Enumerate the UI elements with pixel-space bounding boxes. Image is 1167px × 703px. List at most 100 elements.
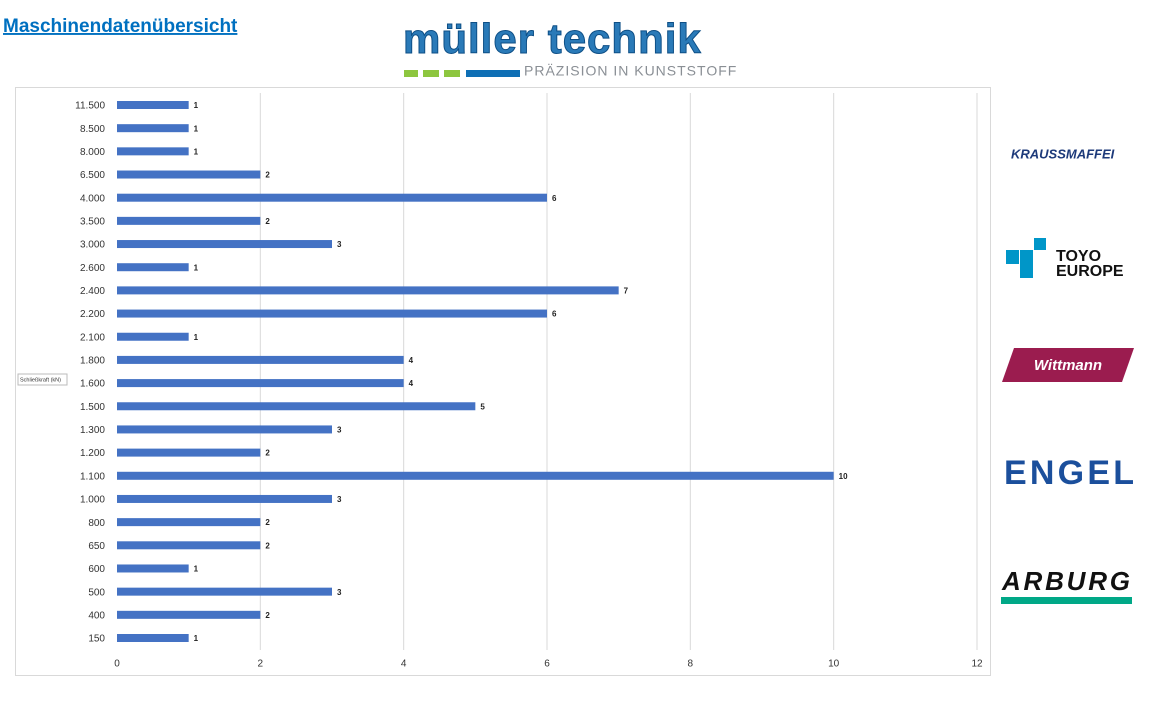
logo-bar xyxy=(466,70,520,77)
bar xyxy=(117,448,261,457)
value-label: 1 xyxy=(194,333,199,342)
y-tick-label: 800 xyxy=(88,518,105,529)
y-tick-label: 2.200 xyxy=(80,309,105,320)
value-label: 4 xyxy=(409,356,414,365)
x-tick-label: 4 xyxy=(401,659,407,670)
y-tick-label: 6.500 xyxy=(80,170,105,181)
y-tick-label: 150 xyxy=(88,634,105,645)
bar xyxy=(117,355,404,364)
bar xyxy=(117,634,189,642)
value-label: 1 xyxy=(194,124,199,133)
value-label: 3 xyxy=(337,495,342,504)
brand-icon xyxy=(1006,250,1019,264)
value-label: 1 xyxy=(194,101,199,110)
x-tick-label: 2 xyxy=(258,659,264,670)
value-label: 5 xyxy=(480,402,485,411)
x-tick-label: 12 xyxy=(971,659,983,670)
bar xyxy=(117,402,476,411)
bar xyxy=(117,263,189,272)
bar xyxy=(117,124,189,133)
page-title: Maschinendatenübersicht xyxy=(3,16,238,37)
value-label: 2 xyxy=(265,217,270,226)
bar xyxy=(117,309,547,318)
y-tick-label: 1.000 xyxy=(80,495,105,506)
brand-logo: Wittmann xyxy=(1034,357,1102,374)
bar xyxy=(117,286,619,295)
value-label: 2 xyxy=(265,541,270,550)
bar xyxy=(117,170,261,179)
bar xyxy=(117,193,547,202)
bar xyxy=(117,101,189,109)
y-axis-label: Schließkraft (kN) xyxy=(20,377,61,383)
logo-bar xyxy=(423,70,439,77)
bar xyxy=(117,587,332,596)
bar xyxy=(117,518,261,527)
value-label: 1 xyxy=(194,263,199,272)
value-label: 3 xyxy=(337,240,342,249)
company-logo: müller technik xyxy=(403,15,702,62)
value-label: 3 xyxy=(337,588,342,597)
bar xyxy=(117,610,261,619)
bar xyxy=(117,471,834,480)
company-slogan: PRÄZISION IN KUNSTSTOFF xyxy=(524,63,737,79)
value-label: 1 xyxy=(194,634,199,643)
bar xyxy=(117,379,404,388)
brand-logo: ENGEL xyxy=(1004,454,1134,492)
bar xyxy=(117,332,189,341)
value-label: 1 xyxy=(194,147,199,156)
y-tick-label: 3.500 xyxy=(80,217,105,228)
x-tick-label: 6 xyxy=(544,659,550,670)
logo-bar xyxy=(404,70,418,77)
value-label: 2 xyxy=(265,611,270,620)
value-label: 3 xyxy=(337,426,342,435)
y-tick-label: 1.100 xyxy=(80,471,105,482)
bar xyxy=(117,541,261,550)
y-tick-label: 1.500 xyxy=(80,402,105,413)
brand-logo: EUROPE xyxy=(1056,263,1124,280)
value-label: 2 xyxy=(265,449,270,458)
bar xyxy=(117,494,332,503)
y-tick-label: 2.600 xyxy=(80,263,105,274)
value-label: 2 xyxy=(265,171,270,180)
y-tick-label: 1.200 xyxy=(80,448,105,459)
y-tick-label: 8.500 xyxy=(80,124,105,135)
value-label: 6 xyxy=(552,194,557,203)
y-tick-label: 2.100 xyxy=(80,332,105,343)
bar xyxy=(117,147,189,156)
y-tick-label: 3.000 xyxy=(80,240,105,251)
brand-icon xyxy=(1020,250,1033,278)
x-tick-label: 10 xyxy=(828,659,840,670)
y-tick-label: 1.800 xyxy=(80,356,105,367)
brand-icon xyxy=(1034,238,1046,250)
value-label: 1 xyxy=(194,565,199,574)
brand-badge xyxy=(1002,348,1134,382)
y-tick-label: 600 xyxy=(88,564,105,575)
y-tick-label: 650 xyxy=(88,541,105,552)
bar xyxy=(117,564,189,573)
brand-logo: KRAUSSMAFFEI xyxy=(1011,146,1115,161)
x-tick-label: 8 xyxy=(688,659,694,670)
bar xyxy=(117,216,261,225)
value-label: 4 xyxy=(409,379,414,388)
y-tick-label: 1.300 xyxy=(80,425,105,436)
y-tick-label: 8.000 xyxy=(80,147,105,158)
value-label: 7 xyxy=(624,287,629,296)
y-tick-label: 2.400 xyxy=(80,286,105,297)
brand-bar xyxy=(1001,597,1132,604)
y-tick-label: 500 xyxy=(88,587,105,598)
value-label: 10 xyxy=(839,472,848,481)
y-tick-label: 1.600 xyxy=(80,379,105,390)
bar xyxy=(117,240,332,249)
bar xyxy=(117,425,332,434)
y-tick-label: 400 xyxy=(88,610,105,621)
brand-logo: ARBURG xyxy=(1001,566,1130,596)
y-label-box xyxy=(17,373,68,386)
logo-bar xyxy=(444,70,460,77)
value-label: 6 xyxy=(552,310,557,319)
x-tick-label: 0 xyxy=(114,659,120,670)
y-tick-label: 11.500 xyxy=(75,101,105,112)
value-label: 2 xyxy=(265,518,270,527)
brand-logo: TOYO xyxy=(1056,248,1101,265)
